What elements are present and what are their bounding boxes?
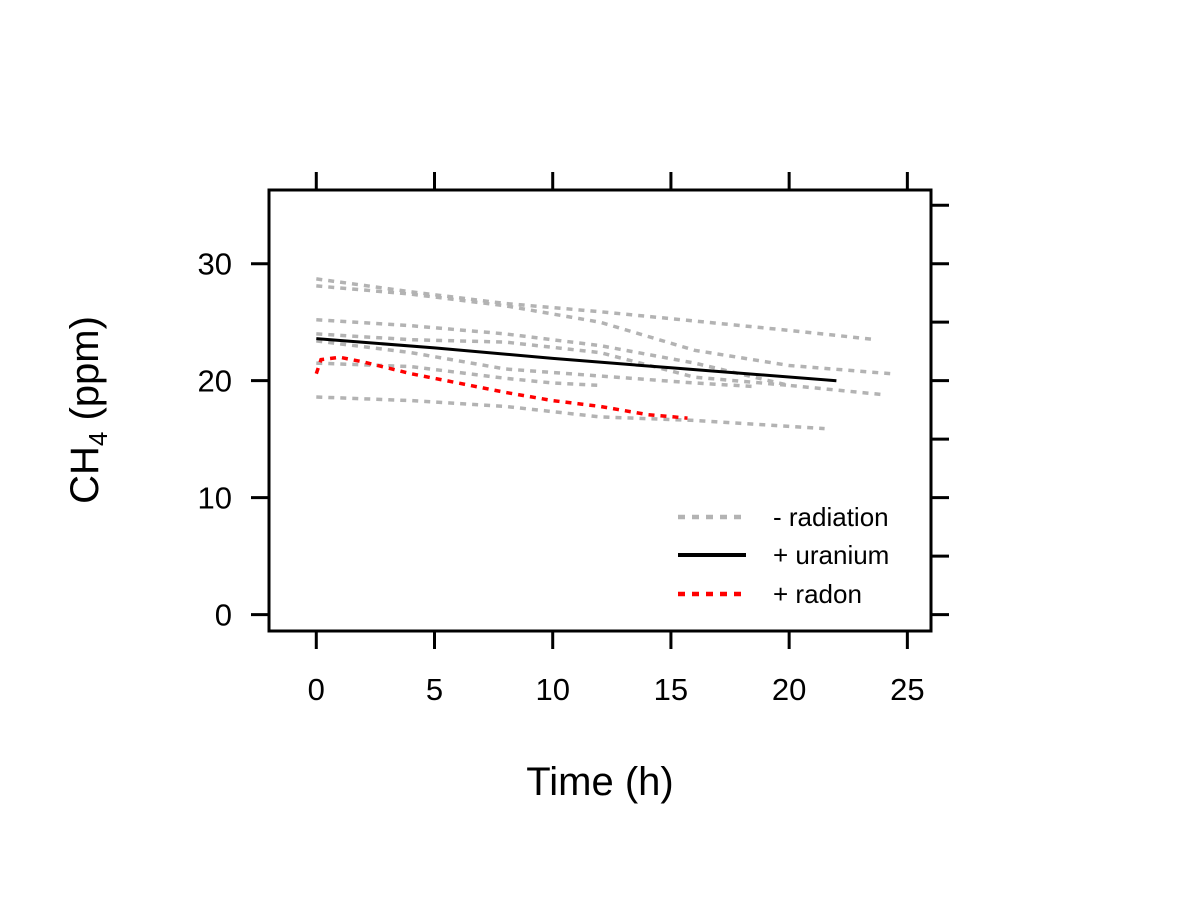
series-layer	[314, 277, 891, 431]
x-axis-title: Time (h)	[526, 760, 673, 804]
x-tick-label-2: 10	[535, 672, 569, 707]
y-tick-label-0: 0	[215, 598, 232, 633]
y-tick-label-1: 10	[198, 481, 232, 516]
x-tick-label-0: 0	[308, 672, 325, 707]
axes-layer: 0 5 10 15 20 25 0 10 20 30	[198, 172, 949, 707]
y-tick-label-2: 20	[198, 364, 232, 399]
x-tick-label-5: 25	[890, 672, 924, 707]
legend-label-radon: + radon	[773, 579, 862, 609]
y-tick-label-3: 30	[198, 247, 232, 282]
x-tick-label-1: 5	[426, 672, 443, 707]
legend-label-uranium: + uranium	[773, 540, 889, 570]
plot-frame	[267, 188, 933, 633]
legend-label-no-radiation: - radiation	[773, 502, 889, 532]
series-line-6	[316, 395, 825, 431]
series-line-0	[316, 277, 877, 342]
series-line-3	[316, 332, 790, 388]
legend: - radiation + uranium + radon	[678, 502, 889, 609]
series-line-7	[316, 337, 837, 383]
y-axis-title-subscript: 4	[83, 432, 113, 446]
y-axis-title-main: CH	[63, 446, 107, 504]
x-tick-label-4: 20	[772, 672, 806, 707]
y-axis-title: CH4 (ppm)	[63, 316, 113, 504]
x-tick-label-3: 15	[654, 672, 688, 707]
series-line-1	[316, 284, 891, 376]
y-axis-title-rest: (ppm)	[63, 316, 107, 432]
series-line-8	[314, 355, 688, 420]
